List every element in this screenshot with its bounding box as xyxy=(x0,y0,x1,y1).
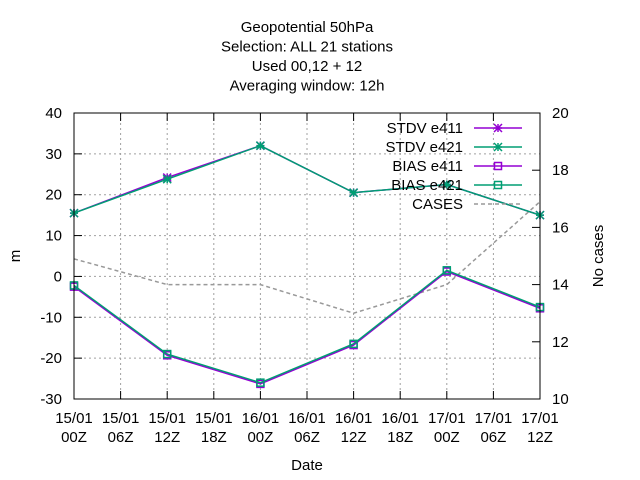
x-tick-label: 06Z xyxy=(480,429,506,446)
y2-tick-label: 18 xyxy=(552,162,569,179)
data-point xyxy=(442,179,452,190)
y2-tick-label: 10 xyxy=(552,391,569,408)
legend-entry-label: CASES xyxy=(412,196,463,213)
tick-labels: 15/01 00Z 15/01 06Z 15/01 12Z 15/01 18Z 16/01 00Z… xyxy=(40,105,568,446)
legend-entry-label: BIAS e421 xyxy=(391,177,463,194)
x-tick-label: 18Z xyxy=(201,429,227,446)
data-point xyxy=(256,378,265,387)
x-tick-label: 15/01 xyxy=(102,410,140,427)
legend-entry-label: BIAS e411 xyxy=(392,158,463,175)
grid xyxy=(74,113,540,399)
x-tick-label: 00Z xyxy=(247,429,273,446)
series-line xyxy=(73,269,541,384)
legend-entry-marker xyxy=(493,142,503,152)
x-tick-label: 16/01 xyxy=(335,410,373,427)
data-point xyxy=(255,141,265,151)
x-axis-label: Date xyxy=(291,457,323,474)
legend-entry-marker xyxy=(493,161,503,171)
x-tick-label: 16/01 xyxy=(288,410,326,427)
y2-tick-label: 14 xyxy=(552,277,569,294)
y2-axis-label: No cases xyxy=(590,225,607,288)
x-tick-label: 17/01 xyxy=(428,410,466,427)
legend: STDV e411 STDV e421 BIAS e411 BIAS e421 CASE… xyxy=(385,120,522,213)
y2-tick-label: 12 xyxy=(552,334,569,351)
x-tick-label: 16/01 xyxy=(242,410,280,427)
title-line: Used 00,12 + 12 xyxy=(252,58,363,75)
series-line xyxy=(73,144,541,216)
y-tick-label: -30 xyxy=(40,391,62,408)
x-tick-label: 00Z xyxy=(61,429,87,446)
series-line xyxy=(73,270,541,385)
y-tick-label: 0 xyxy=(54,268,62,285)
x-tick-label: 12Z xyxy=(154,429,180,446)
y2-tick-label: 16 xyxy=(552,219,569,236)
data-point xyxy=(162,349,172,359)
legend-entry-label: STDV e411 xyxy=(387,120,463,137)
chart-title: Geopotential 50hPa Selection: ALL 21 stat… xyxy=(221,19,393,95)
x-tick-label: 06Z xyxy=(108,429,134,446)
data-point xyxy=(349,188,359,198)
x-tick-label: 12Z xyxy=(341,429,367,446)
x-tick-label: 16/01 xyxy=(381,410,419,427)
x-tick-label: 06Z xyxy=(294,429,320,446)
data-point xyxy=(349,339,358,349)
x-tick-label: 00Z xyxy=(434,429,460,446)
series-stdv-e421 xyxy=(69,141,545,220)
y-tick-label: 30 xyxy=(45,146,62,163)
plot-border xyxy=(73,112,541,400)
y2-tick-label: 20 xyxy=(552,105,569,122)
x-tick-label: 17/01 xyxy=(521,410,559,427)
y-tick-label: 10 xyxy=(45,228,62,245)
y-tick-label: -10 xyxy=(40,309,62,326)
x-tick-label: 18Z xyxy=(387,429,413,446)
y-tick-label: -20 xyxy=(40,350,62,367)
tick-marks xyxy=(73,112,541,400)
y-tick-label: 40 xyxy=(45,105,62,122)
data-point xyxy=(442,266,452,275)
x-tick-label: 17/01 xyxy=(475,410,513,427)
x-tick-label: 12Z xyxy=(527,429,553,446)
x-tick-label: 15/01 xyxy=(55,410,93,427)
cases-series-layer xyxy=(73,201,541,314)
title-line: Geopotential 50hPa xyxy=(241,19,374,36)
title-line: Averaging window: 12h xyxy=(230,78,385,95)
x-tick-label: 15/01 xyxy=(195,410,233,427)
legend-entry-marker xyxy=(493,123,503,133)
y-axis-label: m xyxy=(7,250,24,263)
title-line: Selection: ALL 21 stations xyxy=(221,39,393,56)
y-tick-label: 20 xyxy=(45,187,62,204)
legend-entry-marker xyxy=(493,180,503,190)
series-cases xyxy=(73,201,541,314)
x-tick-label: 15/01 xyxy=(148,410,186,427)
legend-entry-label: STDV e421 xyxy=(385,139,463,156)
series-line xyxy=(73,201,541,314)
data-point xyxy=(162,174,172,184)
